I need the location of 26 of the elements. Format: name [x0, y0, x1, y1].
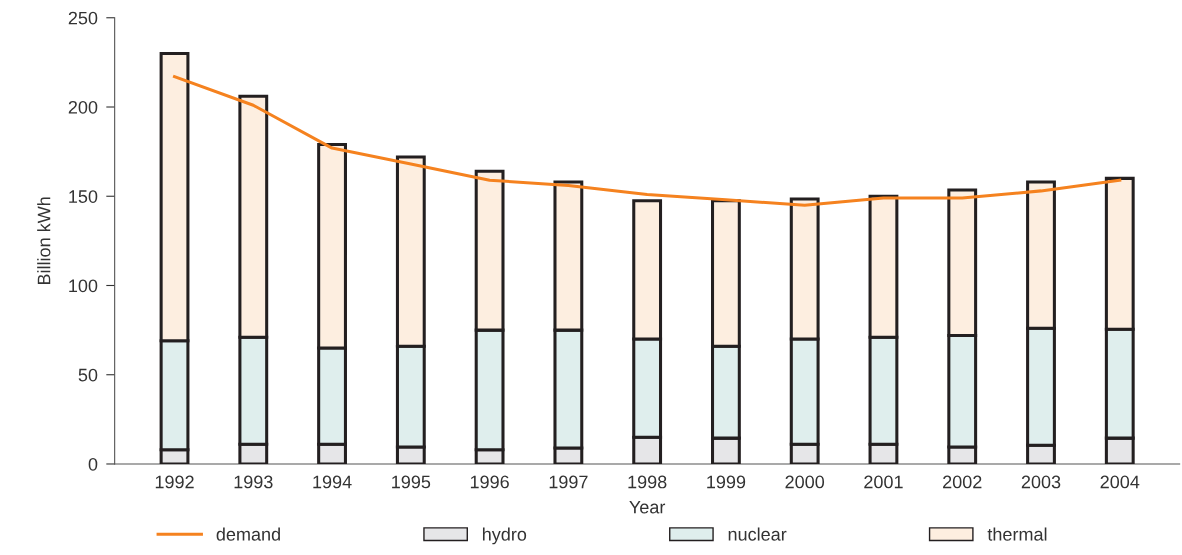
- x-tick-label: 1999: [707, 475, 746, 489]
- x-axis-title: Year: [629, 500, 666, 514]
- legend-label: hydro: [482, 527, 527, 545]
- legend-label: thermal: [987, 527, 1047, 541]
- x-tick-label: 1998: [628, 475, 667, 489]
- y-tick-label: 50: [78, 368, 98, 382]
- y-tick-label: 200: [68, 100, 98, 114]
- x-tick-label: 1995: [392, 475, 431, 489]
- y-tick-label: 250: [68, 11, 98, 25]
- y-tick-label: 0: [88, 457, 98, 471]
- x-tick-label: 1994: [313, 475, 352, 489]
- y-axis-title: Billion kWh: [37, 197, 51, 285]
- x-tick-label: 2000: [785, 475, 825, 489]
- x-tick-label: 2002: [943, 475, 982, 489]
- line-series: [172, 75, 1122, 207]
- x-tick-label: 1993: [234, 475, 273, 489]
- legend-label: nuclear: [728, 527, 787, 541]
- legend-label: demand: [216, 527, 280, 541]
- x-tick-label: 2001: [864, 475, 903, 489]
- x-tick-label: 1992: [155, 475, 194, 489]
- x-tick-label: 2004: [1100, 475, 1140, 489]
- x-tick-label: 1997: [549, 475, 588, 489]
- x-tick-label: 1996: [470, 475, 509, 489]
- y-tick-label: 100: [69, 279, 98, 293]
- x-tick-label: 2003: [1021, 475, 1061, 489]
- y-tick-label: 150: [69, 190, 98, 203]
